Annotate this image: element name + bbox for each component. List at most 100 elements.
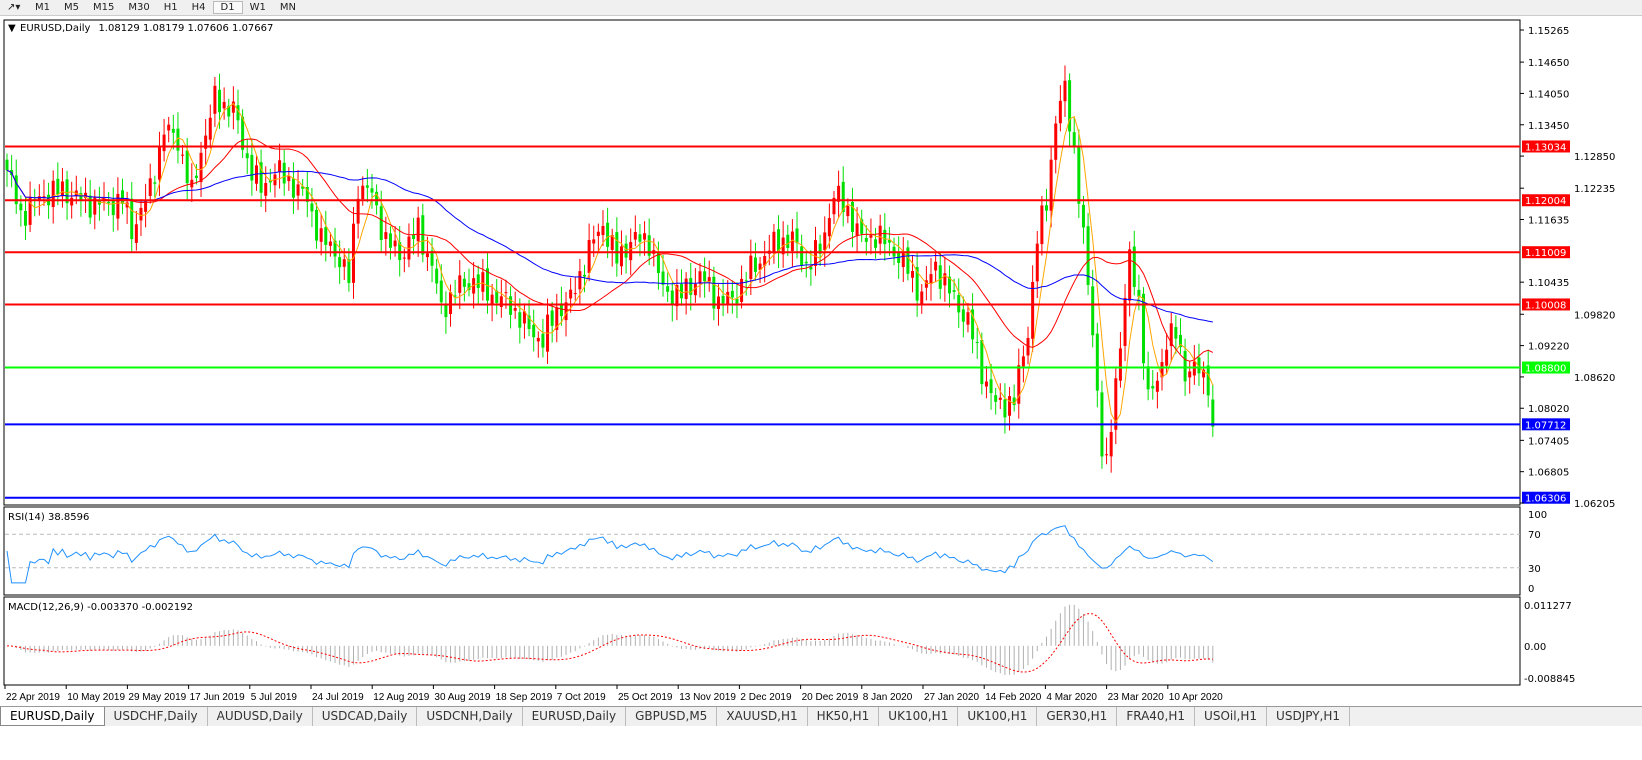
- candle-body: [670, 290, 674, 306]
- candle-body: [596, 231, 600, 236]
- chart-tab[interactable]: USDCHF,Daily: [105, 707, 208, 726]
- candle-body: [716, 296, 720, 310]
- date-tick-label: 14 Feb 2020: [985, 692, 1042, 703]
- candle-body: [444, 305, 448, 318]
- chart-tab[interactable]: EURUSD,Daily: [0, 707, 105, 726]
- chart-tab[interactable]: USOil,H1: [1195, 707, 1268, 726]
- candle-body: [430, 250, 434, 266]
- candle-body: [559, 303, 563, 317]
- candle-body: [1114, 378, 1118, 430]
- ma-mid-line: [6, 138, 1214, 362]
- tf-m15[interactable]: M15: [93, 2, 115, 13]
- chart-tab[interactable]: UK100,H1: [879, 707, 959, 726]
- candle-body: [744, 280, 748, 282]
- candle-body: [749, 255, 753, 280]
- price-tick-label: 1.08620: [1574, 373, 1615, 384]
- macd-panel[interactable]: [3, 596, 1521, 686]
- candle-body: [14, 175, 18, 205]
- chart-tab[interactable]: USDJPY,H1: [1267, 707, 1351, 726]
- candle-body: [1151, 386, 1155, 389]
- candle-body: [462, 278, 466, 287]
- candle-body: [680, 284, 684, 299]
- crosshair-tool-icon[interactable]: ↗▾: [7, 2, 21, 13]
- candle-body: [1063, 80, 1067, 102]
- price-tick-label: 1.12850: [1574, 152, 1615, 163]
- tf-mn[interactable]: MN: [279, 2, 296, 13]
- candle-body: [467, 283, 471, 290]
- candle-body: [947, 276, 951, 294]
- chart-tab[interactable]: AUDUSD,Daily: [208, 707, 313, 726]
- candle-body: [213, 85, 217, 114]
- date-tick-label: 27 Jan 2020: [924, 692, 979, 703]
- candle-body: [1072, 132, 1076, 147]
- candle-body: [1118, 348, 1122, 381]
- chart-tab[interactable]: GER30,H1: [1037, 707, 1118, 726]
- chart-tab[interactable]: USDCNH,Daily: [417, 707, 523, 726]
- candle-body: [194, 175, 198, 178]
- candle-body: [1017, 365, 1021, 404]
- tf-h4[interactable]: H4: [191, 2, 206, 13]
- candle-body: [850, 201, 854, 232]
- candle-body: [176, 128, 180, 151]
- candle-body: [832, 197, 836, 215]
- candle-body: [1054, 123, 1058, 160]
- tf-d1[interactable]: D1: [212, 1, 243, 14]
- chart-tab[interactable]: USDCAD,Daily: [313, 707, 418, 726]
- candle-body: [569, 289, 573, 299]
- date-tick-label: 20 Dec 2019: [802, 692, 859, 703]
- candle-body: [301, 186, 305, 189]
- chart-tab[interactable]: FRA40,H1: [1117, 707, 1196, 726]
- tf-m1[interactable]: M1: [35, 2, 50, 13]
- candle-body: [1086, 226, 1090, 285]
- price-tag: [1522, 361, 1570, 374]
- collapse-icon[interactable]: ▼: [8, 23, 16, 34]
- price-tick-label: 1.09220: [1528, 342, 1569, 353]
- candle-body: [476, 274, 480, 288]
- candle-body: [121, 190, 124, 204]
- date-tick-label: 13 Nov 2019: [679, 692, 736, 703]
- tf-m30[interactable]: M30: [128, 2, 150, 13]
- date-tick-label: 30 Aug 2019: [434, 692, 491, 703]
- candle-body: [324, 227, 328, 245]
- chart-tab[interactable]: XAUUSD,H1: [717, 707, 808, 726]
- candle-body: [241, 116, 245, 150]
- price-tag-label: 1.08800: [1525, 364, 1566, 375]
- candle-body: [994, 395, 998, 402]
- rsi-panel[interactable]: [3, 506, 1521, 596]
- main-panel[interactable]: [3, 19, 1521, 506]
- candle-body: [185, 150, 189, 184]
- candle-body: [601, 225, 605, 236]
- candle-body: [1045, 205, 1048, 211]
- chart-tab[interactable]: EURUSD,Daily: [523, 707, 627, 726]
- candle-body: [911, 271, 915, 278]
- candle-body: [435, 268, 439, 284]
- candle-body: [924, 280, 928, 288]
- tf-h1[interactable]: H1: [163, 2, 178, 13]
- chart-symbol: EURUSD,Daily: [20, 23, 91, 34]
- candle-body: [638, 234, 642, 242]
- chart-tab[interactable]: HK50,H1: [808, 707, 880, 726]
- candle-body: [134, 224, 138, 243]
- candle-body: [1137, 289, 1141, 297]
- chart-tab[interactable]: UK100,H1: [958, 707, 1038, 726]
- tf-m5[interactable]: M5: [64, 2, 79, 13]
- candle-body: [264, 182, 268, 196]
- candle-body: [495, 290, 499, 303]
- chart-tab[interactable]: GBPUSD,M5: [626, 707, 718, 726]
- candle-body: [1068, 80, 1072, 132]
- candle-body: [726, 291, 730, 305]
- candle-body: [490, 294, 494, 305]
- date-tick-label: 4 Mar 2020: [1046, 692, 1097, 703]
- candle-body: [786, 234, 790, 248]
- tf-w1[interactable]: W1: [249, 2, 266, 13]
- rsi-line: [6, 525, 1214, 584]
- candle-body: [878, 225, 882, 244]
- candle-body: [989, 379, 993, 394]
- candle-body: [236, 105, 240, 121]
- date-tick-label: 7 Oct 2019: [557, 692, 606, 703]
- chart-window[interactable]: 1.13034 1.12004 1.11009 1.10008 1.08800 1.077…: [0, 18, 1642, 706]
- price-tag: [1522, 194, 1570, 207]
- candle-body: [315, 209, 319, 241]
- candle-body: [254, 165, 258, 184]
- candle-body: [1142, 293, 1146, 364]
